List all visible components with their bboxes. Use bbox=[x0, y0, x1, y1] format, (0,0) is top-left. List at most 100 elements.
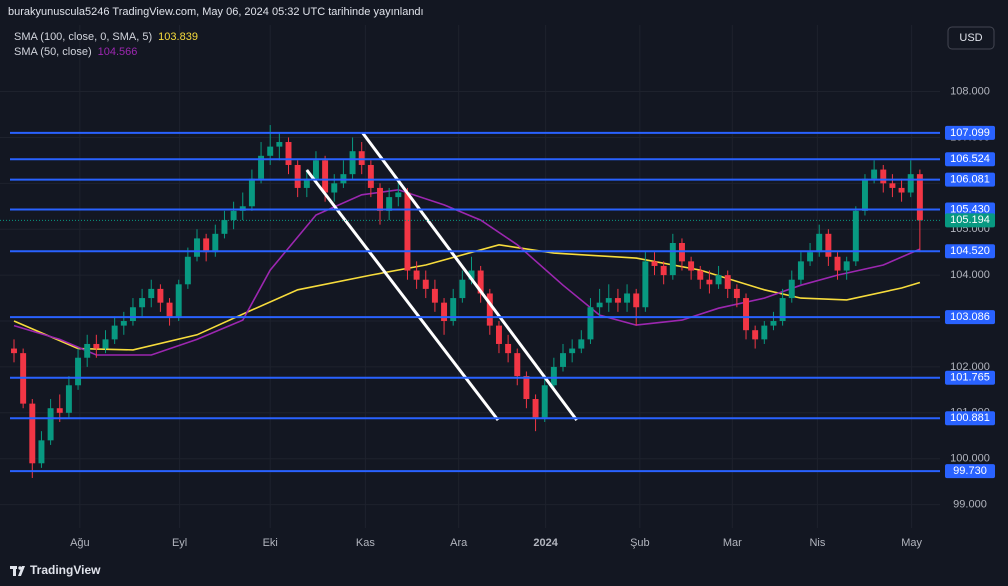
level-label-bg bbox=[945, 411, 995, 426]
candle-body bbox=[11, 348, 17, 354]
level-label: 103.086 bbox=[950, 311, 990, 323]
candle-body bbox=[697, 270, 704, 280]
candle-body bbox=[294, 164, 301, 188]
y-tick-label: 102.000 bbox=[950, 361, 990, 373]
candle-body bbox=[660, 265, 667, 276]
candle-body bbox=[248, 178, 255, 207]
last-price: 105.194 bbox=[950, 214, 990, 226]
legend-name: SMA (50, close) bbox=[14, 46, 92, 58]
legend-name: SMA (100, close, 0, SMA, 5) bbox=[14, 31, 152, 43]
x-tick-label: Ara bbox=[450, 537, 468, 549]
level-label-bg bbox=[945, 172, 995, 187]
candle-body bbox=[624, 293, 631, 303]
candle-body bbox=[413, 270, 420, 280]
y-tick-label: 100.000 bbox=[950, 453, 990, 465]
level-label: 99.730 bbox=[953, 465, 987, 477]
candle-body bbox=[221, 220, 228, 234]
candle-body bbox=[267, 146, 274, 156]
candle-body bbox=[111, 325, 118, 340]
candle-body bbox=[596, 302, 603, 308]
price-axis-bg bbox=[940, 0, 1008, 528]
candle-body bbox=[916, 174, 923, 221]
plot bbox=[0, 125, 940, 478]
candle-body bbox=[358, 151, 365, 165]
candle-body bbox=[450, 298, 457, 322]
candle-body bbox=[203, 238, 210, 253]
candle-body bbox=[431, 288, 438, 303]
candle-body bbox=[212, 233, 219, 253]
y-tick-label: 104.000 bbox=[950, 269, 990, 281]
candle-body bbox=[743, 298, 749, 331]
candle-body bbox=[230, 210, 237, 221]
candle-body bbox=[148, 288, 155, 299]
candle-body bbox=[120, 321, 127, 326]
candle-body bbox=[367, 164, 374, 188]
grid bbox=[0, 25, 940, 528]
candle-body bbox=[459, 279, 466, 299]
candle-body bbox=[715, 275, 722, 285]
candle-body bbox=[560, 353, 566, 367]
price-axis: 99.000100.000101.000102.000103.000104.00… bbox=[940, 0, 1008, 528]
candle-body bbox=[724, 275, 731, 289]
legend-value: 104.566 bbox=[98, 46, 138, 58]
candle-body bbox=[532, 399, 539, 418]
level-label: 106.524 bbox=[950, 153, 990, 165]
level-label-bg bbox=[945, 464, 995, 479]
x-tick-label: Ağu bbox=[70, 537, 90, 549]
sma-line bbox=[13, 243, 921, 351]
candle-body bbox=[422, 279, 429, 289]
level-label-bg bbox=[945, 125, 995, 140]
candle-body bbox=[47, 408, 54, 441]
x-tick-label: May bbox=[901, 537, 922, 549]
candle-body bbox=[303, 178, 310, 188]
level-label: 105.430 bbox=[950, 203, 990, 215]
candle-body bbox=[733, 288, 740, 299]
candle-body bbox=[276, 142, 283, 147]
candle-body bbox=[587, 307, 594, 340]
candle-body bbox=[312, 160, 319, 179]
candle-body bbox=[807, 252, 814, 262]
level-label-bg bbox=[945, 370, 995, 385]
candle-body bbox=[29, 403, 36, 464]
x-tick-label: Mar bbox=[723, 537, 742, 549]
candle-body bbox=[605, 298, 612, 303]
candle-body bbox=[84, 343, 91, 358]
candle-body bbox=[825, 233, 832, 257]
candle-body bbox=[495, 325, 502, 344]
candle-body bbox=[102, 339, 109, 349]
x-tick-label: Nis bbox=[809, 537, 825, 549]
candle-body bbox=[322, 160, 329, 193]
candle-body bbox=[861, 178, 868, 211]
candle-body bbox=[129, 307, 136, 322]
candle-body bbox=[184, 256, 191, 285]
candle-body bbox=[788, 279, 795, 299]
candle-body bbox=[404, 192, 411, 271]
candle-body bbox=[477, 270, 484, 294]
level-label: 107.099 bbox=[950, 127, 990, 139]
x-tick-label: 2024 bbox=[533, 537, 558, 549]
candle-body bbox=[550, 366, 557, 386]
level-label: 101.765 bbox=[950, 372, 990, 384]
candle-body bbox=[285, 142, 292, 165]
candle-body bbox=[770, 321, 777, 326]
currency[interactable]: USD bbox=[959, 32, 982, 44]
candle-body bbox=[331, 183, 338, 193]
candle-body bbox=[642, 261, 649, 308]
candle-body bbox=[898, 187, 905, 193]
brand: TradingView bbox=[30, 563, 101, 577]
legend: SMA (100, close, 0, SMA, 5) 103.839 SMA (5… bbox=[14, 31, 198, 58]
publisher: burakyunuscula5246 TradingView.com, May … bbox=[8, 6, 424, 18]
candle-body bbox=[194, 238, 200, 257]
x-tick-label: Eki bbox=[263, 537, 278, 549]
brand-logo bbox=[10, 566, 25, 576]
currency-button[interactable] bbox=[947, 26, 995, 50]
candle-body bbox=[523, 376, 530, 400]
candle-body bbox=[139, 298, 146, 308]
candle-body bbox=[541, 385, 548, 418]
candle-body bbox=[166, 302, 173, 317]
candle-body bbox=[386, 197, 393, 211]
candle-body bbox=[157, 288, 164, 303]
